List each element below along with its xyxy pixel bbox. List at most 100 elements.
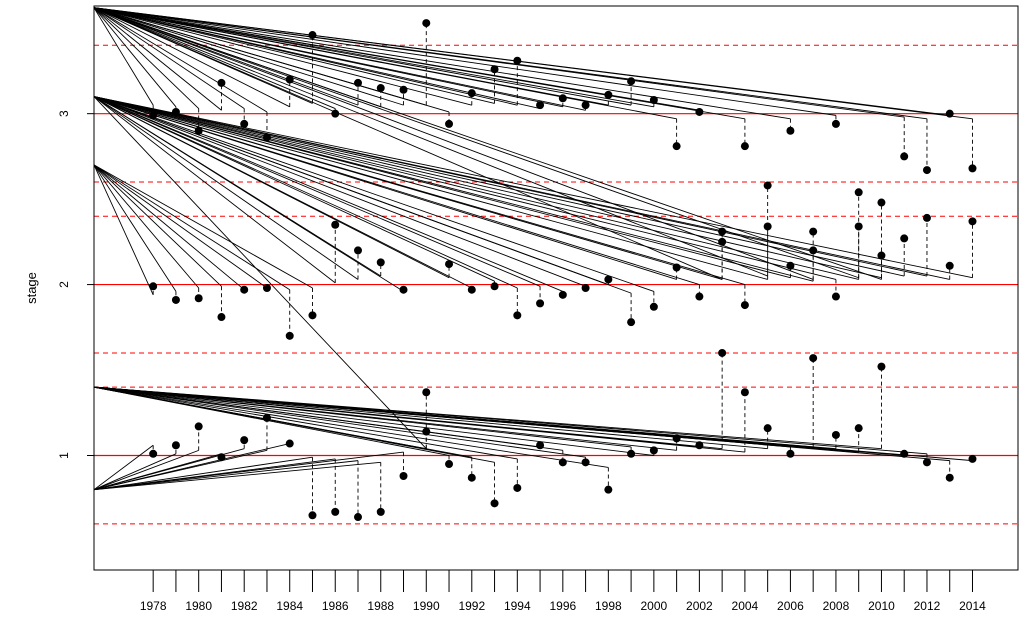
fitted-line — [94, 164, 313, 289]
data-point — [558, 94, 567, 103]
x-tick-label: 1978 — [140, 599, 167, 613]
data-point — [308, 31, 317, 40]
fitted-line — [94, 7, 768, 277]
fitted-line — [94, 7, 654, 108]
data-point — [740, 388, 749, 397]
data-point — [262, 133, 271, 142]
fitted-line — [94, 386, 609, 468]
x-tick-label: 1980 — [185, 599, 212, 613]
data-point — [285, 75, 294, 84]
plot-area — [94, 7, 1018, 525]
data-point — [536, 299, 545, 308]
fitted-line — [94, 96, 518, 289]
data-point — [513, 311, 522, 320]
fitted-line — [94, 7, 882, 280]
data-point — [399, 472, 408, 480]
data-point — [877, 198, 886, 207]
data-point — [900, 234, 909, 243]
fitted-line — [94, 96, 882, 279]
data-point — [604, 90, 613, 99]
data-point — [217, 453, 226, 462]
fitted-line — [94, 7, 495, 104]
data-point — [194, 294, 203, 303]
plot-frame — [93, 5, 1019, 571]
data-point — [786, 449, 795, 458]
fitted-line — [94, 164, 154, 296]
data-point — [536, 101, 545, 110]
fitted-line — [94, 96, 814, 282]
data-point — [513, 483, 522, 492]
data-point — [740, 301, 749, 310]
data-point — [354, 78, 362, 87]
fitted-line — [94, 7, 745, 120]
data-point — [854, 222, 863, 231]
data-point — [331, 109, 340, 118]
fitted-line — [94, 96, 359, 280]
fitted-line — [94, 96, 746, 286]
fitted-line — [94, 164, 290, 291]
fitted-line — [94, 386, 928, 455]
data-point — [376, 84, 385, 93]
data-point — [445, 119, 454, 128]
fitted-line — [94, 96, 973, 279]
data-point — [445, 460, 454, 469]
data-point — [558, 290, 567, 299]
data-point — [672, 263, 681, 272]
data-point — [809, 354, 818, 363]
data-point — [240, 436, 249, 445]
fitted-line — [94, 7, 336, 109]
fitted-line — [94, 164, 177, 292]
data-point — [604, 275, 613, 284]
fitted-line — [94, 7, 791, 120]
data-point — [308, 511, 317, 520]
data-point — [217, 78, 226, 87]
data-point — [877, 251, 886, 260]
fitted-line — [94, 7, 836, 116]
data-point — [786, 126, 795, 135]
y-axis-title: stage — [24, 272, 39, 304]
data-point — [900, 449, 909, 458]
fitted-line — [94, 461, 381, 491]
data-point — [672, 142, 681, 151]
data-point — [149, 449, 158, 458]
data-point — [968, 454, 977, 463]
data-point — [171, 107, 180, 116]
data-point — [581, 284, 590, 292]
fitted-line — [94, 7, 928, 120]
data-point — [945, 261, 954, 270]
data-point — [262, 284, 271, 292]
fitted-line — [94, 386, 745, 453]
data-point — [490, 282, 499, 291]
data-point — [649, 446, 658, 455]
fitted-line — [94, 7, 290, 108]
x-tick-label: 2008 — [823, 599, 850, 613]
fitted-line — [94, 96, 905, 277]
x-tick-label: 1992 — [458, 599, 485, 613]
data-point — [831, 292, 840, 301]
fitted-line — [94, 7, 404, 106]
data-point — [695, 292, 704, 301]
fitted-line — [94, 96, 655, 292]
data-point — [331, 220, 340, 229]
data-point — [854, 188, 863, 197]
x-tick-label: 2004 — [732, 599, 759, 613]
data-point — [922, 213, 931, 222]
data-point — [217, 313, 226, 322]
x-tick-label: 2014 — [959, 599, 986, 613]
data-point — [968, 164, 977, 173]
fitted-line — [94, 456, 313, 491]
fitted-line — [94, 7, 200, 109]
fitted-line — [94, 96, 950, 280]
x-tick-label: 2006 — [777, 599, 804, 613]
data-point — [422, 427, 431, 436]
data-point — [422, 388, 431, 397]
fitted-line — [94, 7, 154, 106]
data-point — [649, 96, 658, 104]
data-point — [900, 152, 909, 161]
data-point — [467, 89, 476, 98]
fitted-line — [94, 96, 404, 292]
data-point — [376, 507, 385, 516]
y-tick-label: 2 — [57, 281, 71, 288]
data-point — [171, 295, 180, 304]
